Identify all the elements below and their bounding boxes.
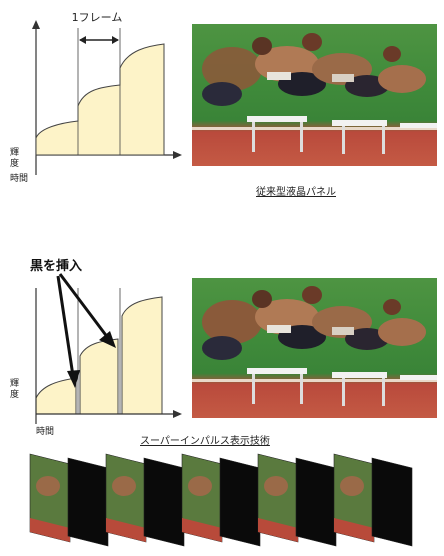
- bottom-annotation: 黒を挿入: [30, 258, 82, 274]
- filmstrip-runner: [340, 476, 364, 496]
- top-frame-bracket-right-arrow: [112, 36, 119, 44]
- top-frame-label: 1フレーム: [72, 11, 123, 24]
- top-hurdle-photo: [192, 24, 437, 166]
- top-y-arrow: [32, 20, 40, 29]
- bottom-luminance-pulse-3: [121, 296, 163, 415]
- filmstrip-runner: [188, 476, 212, 496]
- top-luminance-diagram: 1フレーム 輝 度 時間: [10, 11, 182, 184]
- bottom-caption: スーパーインパルス表示技術: [140, 436, 270, 447]
- top-luminance-curve: [35, 43, 165, 156]
- filmstrip-runner: [264, 476, 288, 496]
- filmstrip-track: [258, 518, 298, 542]
- filmstrip-black-frame: [143, 457, 185, 547]
- filmstrip-black-frame: [371, 457, 413, 547]
- top-x-label: 時間: [10, 173, 28, 184]
- bottom-luminance-pulse-1: [35, 377, 77, 415]
- top-frame-bracket-left-arrow: [79, 36, 86, 44]
- bottom-luminance-pulse-2: [79, 338, 119, 415]
- top-y-label-2: 度: [10, 157, 19, 169]
- annotation-arrow-2-line: [58, 273, 110, 339]
- bottom-y-label-1: 輝: [10, 378, 19, 389]
- top-y-label-1: 輝: [10, 147, 19, 158]
- annotation-arrow-1-head: [67, 370, 80, 388]
- annotation-arrow-1-line: [56, 275, 75, 377]
- bottom-hurdle-photo: [192, 278, 437, 418]
- filmstrip-black-frame: [219, 457, 261, 547]
- filmstrip-track: [106, 518, 146, 542]
- filmstrip-black-frame: [295, 457, 337, 547]
- top-caption: 従来型液晶パネル: [256, 187, 336, 198]
- annotation-arrow-2-head: [99, 331, 116, 348]
- filmstrip-track: [334, 518, 374, 542]
- filmstrip-track: [30, 518, 70, 542]
- filmstrip-runner: [36, 476, 60, 496]
- bottom-y-label-2: 度: [10, 388, 19, 400]
- bottom-x-arrow: [173, 410, 182, 418]
- bottom-luminance-diagram: 黒を挿入 輝 度 時間: [10, 258, 182, 437]
- top-x-arrow: [173, 151, 182, 159]
- filmstrip-track: [182, 518, 222, 542]
- bottom-x-label: 時間: [36, 426, 54, 437]
- filmstrip-black-frame: [67, 457, 109, 547]
- filmstrip-runner: [112, 476, 136, 496]
- filmstrip: [29, 453, 413, 547]
